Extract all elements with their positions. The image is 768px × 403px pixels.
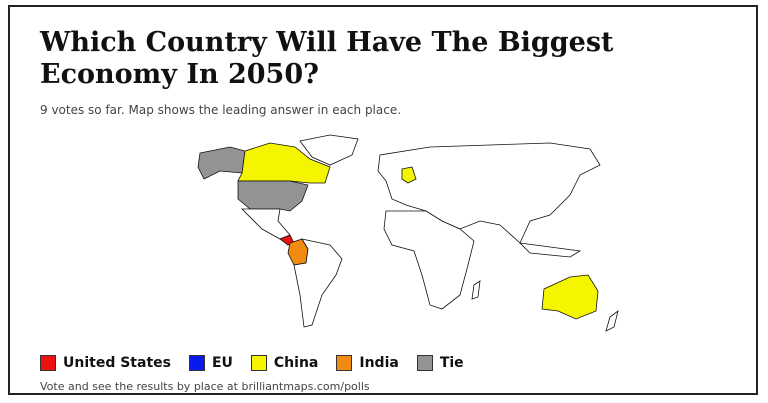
frame: Which Country Will Have The Biggest Econ… (8, 5, 758, 395)
legend-swatch (250, 355, 267, 371)
africa (383, 210, 475, 310)
subtitle: 9 votes so far. Map shows the leading an… (40, 103, 402, 117)
legend-label: India (359, 355, 399, 371)
legend-item: Tie (416, 355, 464, 371)
madagascar (471, 280, 481, 300)
legend-label: Tie (439, 355, 464, 371)
south-america (293, 238, 343, 328)
title-line: Economy In 2050? (40, 59, 319, 90)
footer: Vote and see the results by place at bri… (40, 380, 370, 393)
greenland (299, 134, 359, 166)
alaska (197, 146, 246, 180)
australia (541, 274, 599, 320)
world-map (197, 134, 619, 332)
legend-item: United States (40, 355, 171, 371)
title: Which Country Will Have The Biggest Econ… (40, 27, 614, 91)
legend-swatch (40, 355, 56, 371)
usa (237, 180, 309, 212)
title-line: Which Country Will Have The Biggest (40, 27, 614, 58)
legend-swatch (336, 355, 353, 371)
mexico (241, 208, 291, 240)
legend: United States EU China India Tie (40, 355, 464, 371)
germany (401, 166, 417, 184)
canada (237, 142, 331, 184)
legend-item: China (250, 355, 319, 371)
legend-item: India (336, 355, 399, 371)
legend-swatch (416, 355, 433, 371)
indonesia (518, 242, 582, 258)
legend-label: United States (63, 355, 171, 371)
legend-item: EU (188, 355, 233, 371)
legend-swatch (188, 355, 205, 371)
legend-label: China (273, 355, 319, 371)
new-zealand (605, 310, 619, 332)
legend-label: EU (211, 355, 233, 371)
